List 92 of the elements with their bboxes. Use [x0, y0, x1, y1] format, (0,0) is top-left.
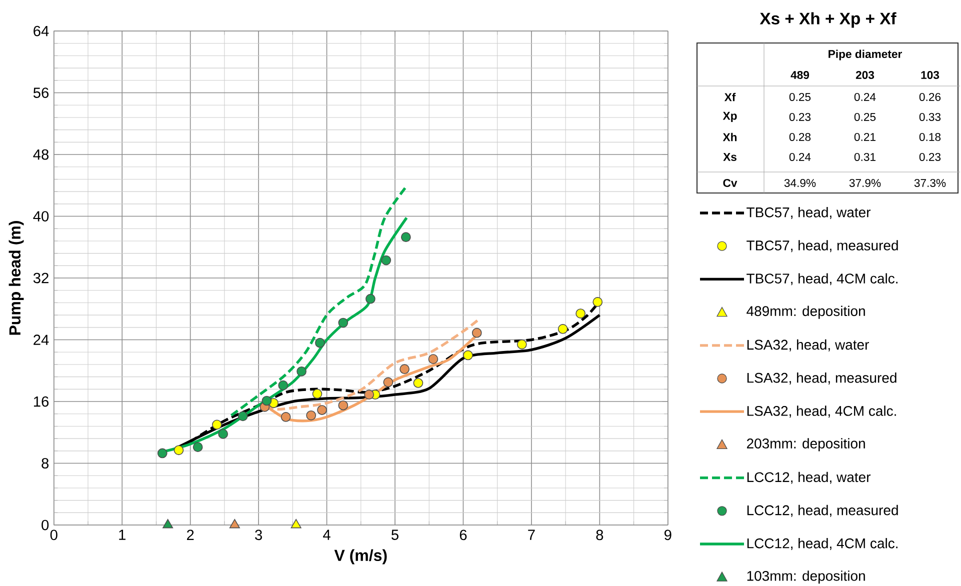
point [157, 448, 168, 458]
point [428, 354, 438, 364]
text: 37.3% [914, 178, 946, 187]
y-tick-label: 40 [33, 211, 49, 222]
x-tick-label: 8 [596, 530, 604, 540]
y-tick-label: 64 [34, 26, 49, 36]
legend-label: LCC12, head, water [747, 472, 871, 484]
y-tick-label: 16 [34, 396, 49, 407]
point [296, 366, 306, 376]
line-series [230, 184, 408, 417]
point [278, 380, 288, 390]
x-tick-label: 2 [186, 530, 194, 540]
text: 0.33 [919, 112, 941, 121]
x-tick-label: 0 [50, 530, 58, 540]
point [472, 328, 482, 338]
legend-label: TBC57, head, measured [746, 240, 898, 252]
point [315, 338, 325, 348]
point [174, 445, 184, 456]
point [364, 390, 374, 400]
point [366, 294, 376, 304]
point [381, 255, 392, 266]
point [317, 405, 327, 415]
text: Cv [723, 178, 738, 187]
text: 0.24 [789, 152, 811, 161]
x-tick-label: 7 [528, 530, 535, 540]
text: 489 [790, 70, 810, 79]
point [592, 297, 603, 307]
y-tick-label: 56 [33, 88, 49, 98]
y-axis-title: Pump head (m) [8, 221, 24, 335]
text: 0.23 [789, 112, 811, 121]
x-tick-label: 4 [323, 530, 330, 540]
point [212, 420, 222, 430]
legend-label: LSA32, head, measured [747, 372, 896, 384]
legend-label: 203mm: deposition [746, 438, 865, 452]
point [312, 388, 322, 399]
point [338, 318, 348, 328]
text: Xp [722, 112, 737, 122]
point [463, 350, 473, 360]
point [280, 412, 291, 422]
text: 0.28 [789, 132, 811, 141]
text: 37.9% [849, 178, 881, 187]
point [162, 519, 174, 528]
legend-label: 103mm: deposition [747, 570, 865, 584]
point [413, 378, 424, 388]
text: 34.9% [784, 178, 816, 187]
text: 103 [921, 70, 940, 80]
point [262, 396, 272, 406]
y-tick-label: 32 [33, 272, 48, 284]
text: 0.26 [919, 92, 941, 101]
text: 0.21 [854, 132, 876, 141]
legend-label: 489mm: deposition [746, 306, 865, 319]
text: 0.23 [919, 152, 941, 161]
point [290, 519, 302, 528]
point [218, 429, 228, 439]
x-axis-title: V (m/s) [334, 549, 387, 564]
text: 0.25 [789, 92, 811, 101]
point [400, 364, 410, 374]
legend-label: TBC57, head, water [746, 207, 871, 219]
x-tick-label: 3 [255, 530, 262, 540]
text: 0.31 [854, 152, 876, 161]
legend-label: LSA32, head, water [747, 339, 869, 352]
text: Xs [723, 153, 736, 161]
point [238, 411, 248, 422]
y-tick-label: 8 [42, 458, 49, 468]
text: 203 [856, 70, 874, 80]
legend-label: LCC12, head, measured [747, 504, 898, 517]
x-tick-label: 1 [119, 530, 126, 540]
point [383, 377, 394, 388]
point [229, 519, 240, 528]
text: 0.24 [854, 92, 876, 101]
legend-label: LCC12, head, 4CM calc. [747, 538, 898, 550]
point [576, 308, 586, 318]
point [516, 339, 527, 350]
x-tick-label: 6 [460, 530, 467, 540]
text: Xf [724, 92, 736, 102]
y-tick-label: 24 [34, 334, 49, 345]
point [192, 442, 203, 452]
x-tick-label: 5 [392, 530, 398, 540]
legend-label: LSA32, head, 4CM calc. [747, 406, 896, 418]
text: 0.18 [919, 132, 941, 141]
y-tick-label: 0 [42, 520, 49, 530]
text: Xs + Xh + Xp + Xf [760, 12, 896, 28]
legend-label: TBC57, head, 4CM calc. [746, 273, 898, 286]
x-tick-label: 9 [664, 530, 672, 540]
text: Xh [722, 132, 737, 142]
text: Pipe diameter [828, 50, 902, 60]
point [306, 410, 316, 420]
y-tick-label: 48 [33, 149, 49, 160]
text: 0.25 [854, 112, 876, 121]
point [338, 400, 348, 410]
point [400, 232, 411, 242]
point [558, 324, 568, 334]
